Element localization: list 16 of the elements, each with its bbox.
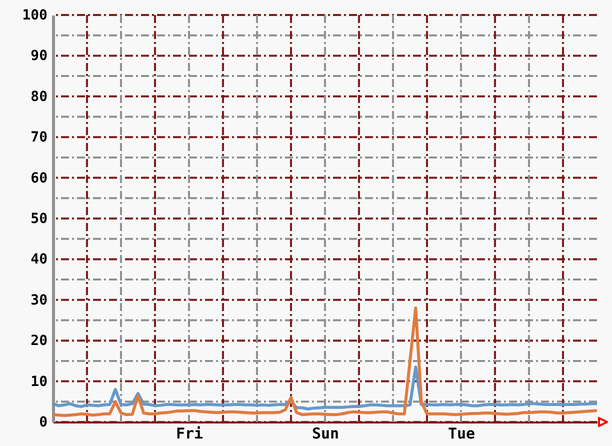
y-tick-label: 30 — [30, 292, 48, 308]
x-tick-label: Sun — [312, 424, 340, 442]
y-tick-label: 60 — [30, 170, 48, 186]
y-tick-label: 50 — [30, 211, 48, 227]
x-tick-label: Tue — [448, 424, 476, 442]
y-tick-label: 10 — [30, 374, 48, 390]
line-series — [53, 366, 597, 410]
y-tick-label: 80 — [30, 88, 48, 105]
y-tick-label: 100 — [22, 8, 48, 24]
y-tick-label: 20 — [30, 333, 48, 350]
y-tick-label: 70 — [30, 130, 48, 146]
line-series — [53, 306, 597, 417]
y-tick-label: 0 — [39, 414, 48, 430]
y-tick-label: 40 — [30, 252, 48, 268]
x-tick-label: Fri — [176, 424, 204, 442]
y-tick-label: 90 — [30, 48, 48, 64]
